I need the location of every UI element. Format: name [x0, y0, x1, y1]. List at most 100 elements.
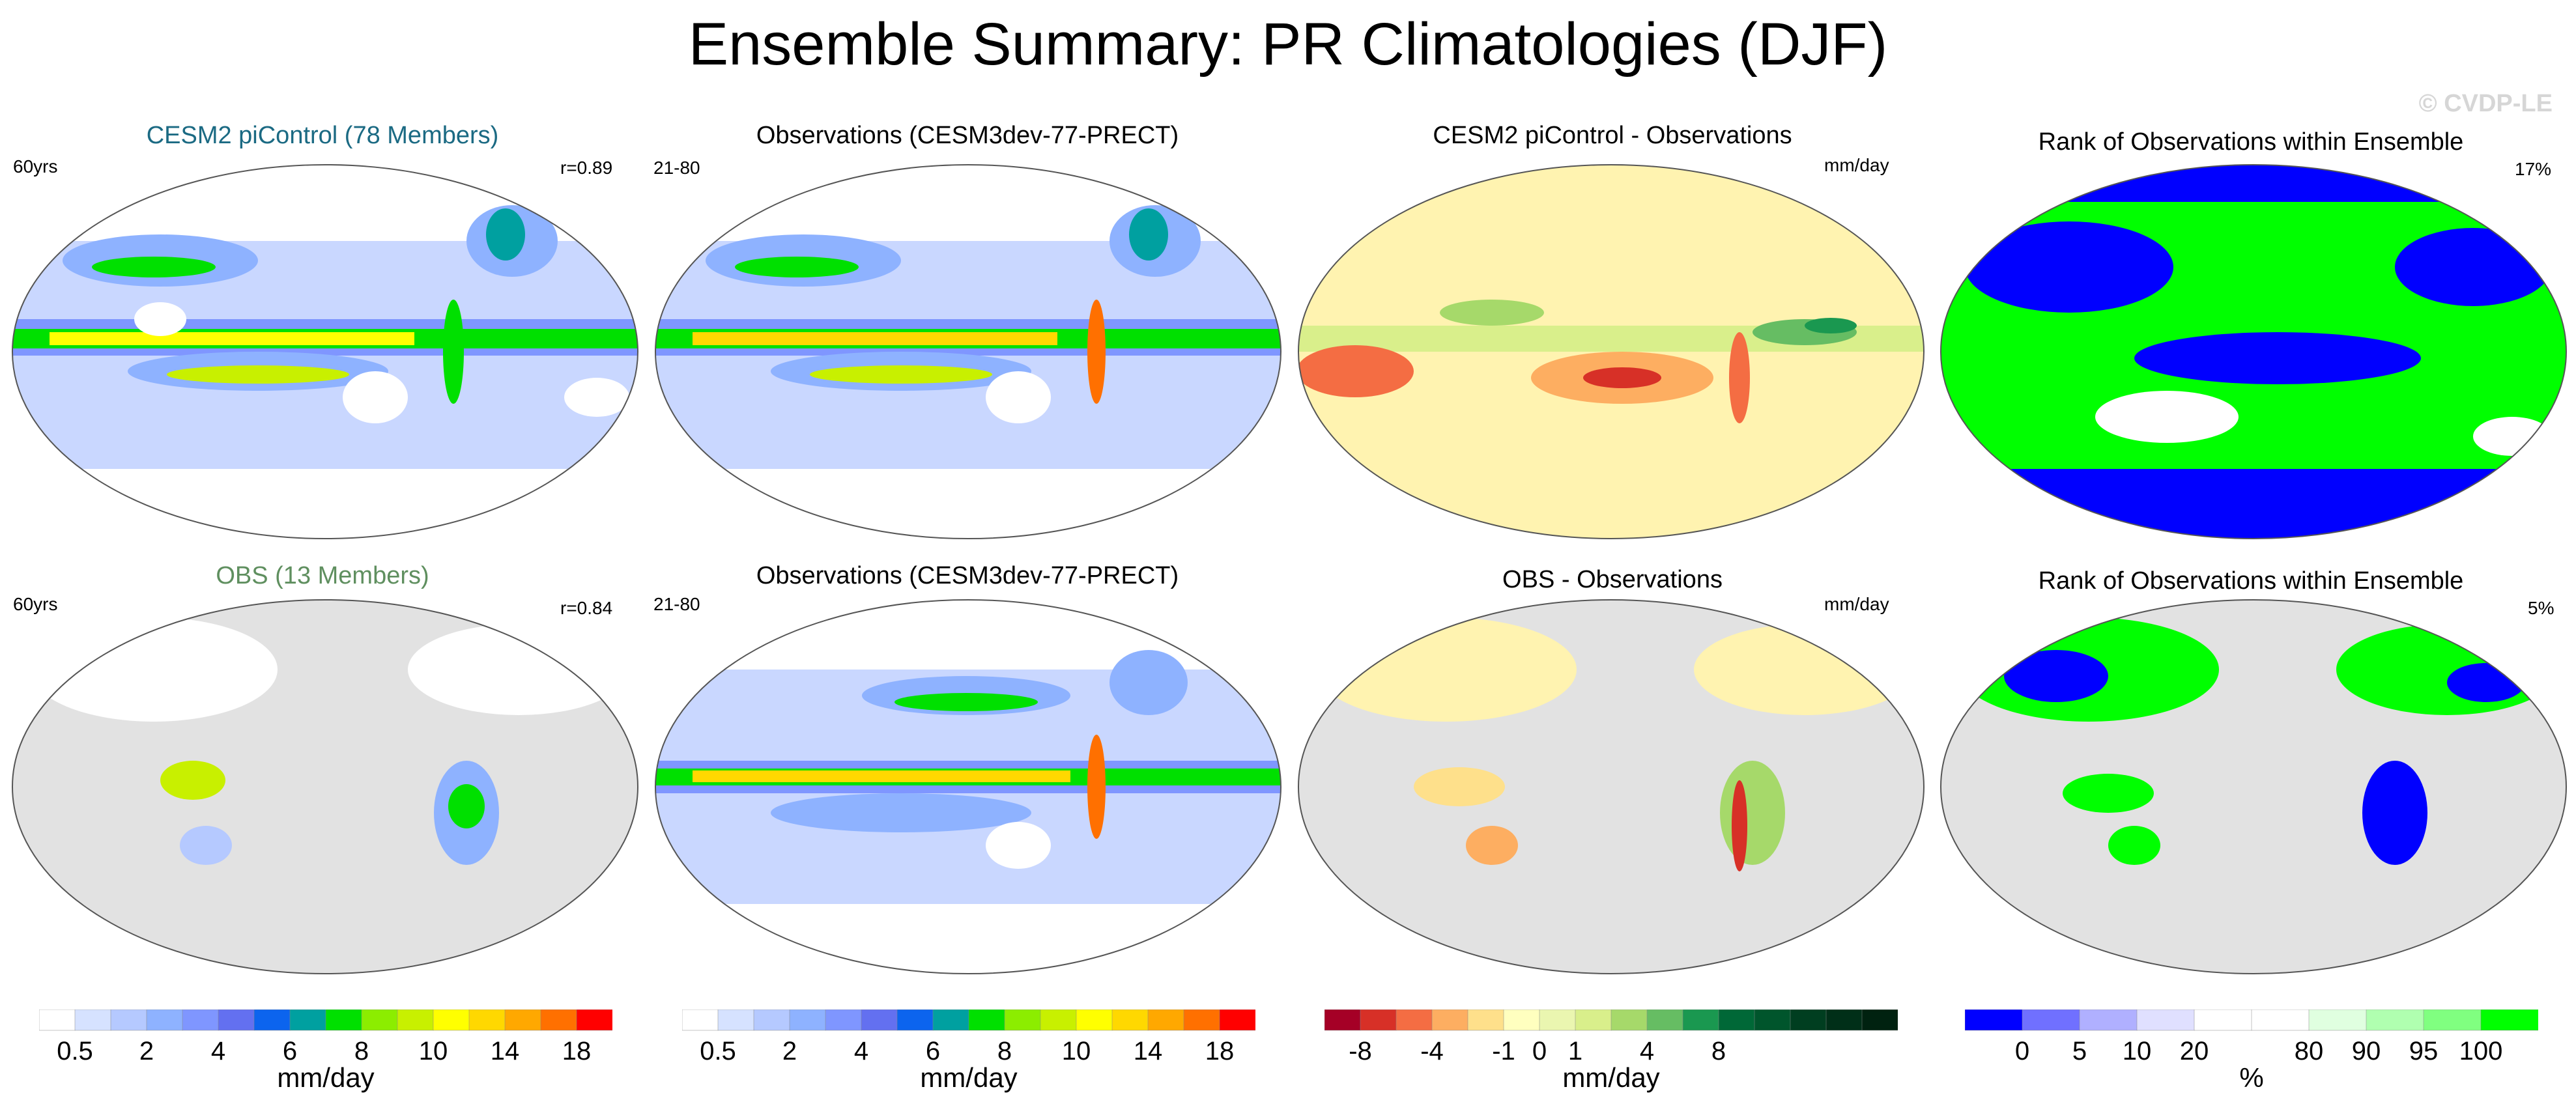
precip-colorbar-1-tick-label: 2 [139, 1037, 154, 1066]
panel-title-r1c2: Observations (CESM3dev-77-PRECT) [756, 122, 1179, 149]
rank-colorbar-swatch [2366, 1009, 2424, 1031]
map-r1c4 [1940, 164, 2567, 539]
panel-label-right-r1c1: r=0.89 [560, 158, 613, 178]
difference-colorbar-tick-label: -4 [1420, 1037, 1444, 1066]
precip-colorbar-2-swatch [861, 1009, 898, 1031]
precip-colorbar-2-tick-label: 6 [925, 1037, 941, 1066]
rank-colorbar-tick-label: 80 [2294, 1037, 2324, 1066]
panel-title-r2c1: OBS (13 Members) [216, 562, 429, 589]
colorbar-unit-4: % [2239, 1062, 2264, 1093]
difference-colorbar-swatch [1610, 1009, 1648, 1031]
difference-colorbar-tick-label: -1 [1492, 1037, 1515, 1066]
precip-colorbar-2-swatch [896, 1009, 934, 1031]
rank-colorbar-swatch [2308, 1009, 2367, 1031]
precip-colorbar-2-tick-label: 2 [782, 1037, 797, 1066]
rank-colorbar-swatch [2480, 1009, 2538, 1031]
precip-colorbar-2-swatch [932, 1009, 969, 1031]
rank-colorbar-swatch [2251, 1009, 2310, 1031]
difference-colorbar-tick-label: 4 [1639, 1037, 1655, 1066]
precip-colorbar-2-swatch [825, 1009, 862, 1031]
map-r2c4 [1940, 599, 2567, 974]
panel-label-left-r2c1: 60yrs [13, 594, 58, 614]
precip-colorbar-1-swatch [540, 1009, 577, 1031]
panel-label-right-r2c1: r=0.84 [560, 598, 613, 618]
panel-title-r2c2: Observations (CESM3dev-77-PRECT) [756, 562, 1179, 589]
panel-label-right-r1c4: 17% [2515, 159, 2552, 179]
precip-colorbar-2-swatch [753, 1009, 790, 1031]
colorbar-unit-2: mm/day [920, 1062, 1018, 1093]
precip-colorbar-2-swatch [789, 1009, 826, 1031]
figure-title: Ensemble Summary: PR Climatologies (DJF) [688, 11, 1888, 78]
colorbar-4 [1965, 1009, 2538, 1031]
precip-colorbar-1-swatch [146, 1009, 183, 1031]
rank-colorbar-swatch [2423, 1009, 2482, 1031]
precip-colorbar-2-tick-label: 14 [1133, 1037, 1163, 1066]
colorbar-labels: 0.5 2 4 6 8 10 14 18 0.5 2 4 6 8 10 14 18 -8 -4 -1 0 1 4 8 0 5 10… [0, 1037, 2576, 1069]
rank-colorbar-tick-label: 5 [2072, 1037, 2087, 1066]
precip-colorbar-2-swatch [682, 1009, 719, 1031]
difference-colorbar-swatch [1431, 1009, 1468, 1031]
rank-colorbar-swatch [2136, 1009, 2195, 1031]
map-r2c3 [1298, 599, 1925, 974]
panel-label-left-r1c2: 21-80 [653, 158, 700, 178]
panel-title-r2c3: OBS - Observations [1502, 566, 1723, 593]
precip-colorbar-1-swatch [74, 1009, 111, 1031]
rank-colorbar-swatch [2194, 1009, 2252, 1031]
difference-colorbar-swatch [1539, 1009, 1576, 1031]
precip-colorbar-2-swatch [1076, 1009, 1113, 1031]
panel-label-right-r2c4: 5% [2528, 598, 2555, 618]
colorbar-2 [682, 1009, 1255, 1031]
difference-colorbar-swatch [1754, 1009, 1791, 1031]
difference-colorbar-swatch [1503, 1009, 1540, 1031]
precip-colorbar-1-swatch [468, 1009, 506, 1031]
precip-colorbar-2-tick-label: 0.5 [700, 1037, 736, 1066]
map-r2c1 [12, 599, 638, 974]
precip-colorbar-1-swatch [253, 1009, 291, 1031]
precip-colorbar-2-tick-label: 8 [997, 1037, 1012, 1066]
precip-colorbar-1-swatch [433, 1009, 470, 1031]
map-r1c2 [655, 164, 1281, 539]
precip-colorbar-1-swatch [182, 1009, 219, 1031]
precip-colorbar-1-tick-label: 6 [282, 1037, 298, 1066]
precip-colorbar-1-tick-label: 18 [562, 1037, 592, 1066]
panel-title-r1c3: CESM2 piControl - Observations [1433, 122, 1792, 149]
map-r1c3 [1298, 164, 1925, 539]
precip-colorbar-1-swatch [218, 1009, 255, 1031]
rank-colorbar-tick-label: 20 [2179, 1037, 2209, 1066]
difference-colorbar-tick-label: 8 [1711, 1037, 1726, 1066]
difference-colorbar-tick-label: 0 [1532, 1037, 1547, 1066]
precip-colorbar-1-tick-label: 0.5 [57, 1037, 93, 1066]
rank-colorbar-tick-label: 90 [2351, 1037, 2381, 1066]
precip-colorbar-1-swatch [325, 1009, 362, 1031]
colorbar-unit-1: mm/day [277, 1062, 375, 1093]
precip-colorbar-1-swatch [361, 1009, 398, 1031]
precip-colorbar-2-tick-label: 10 [1061, 1037, 1091, 1066]
precip-colorbar-1-swatch [110, 1009, 147, 1031]
precip-colorbar-1-tick-label: 14 [490, 1037, 520, 1066]
precip-colorbar-1-swatch [504, 1009, 541, 1031]
precip-colorbar-1-swatch [397, 1009, 434, 1031]
panel-title-r1c1: CESM2 piControl (78 Members) [146, 122, 499, 149]
colorbar-3 [1324, 1009, 1898, 1031]
precip-colorbar-2-swatch [1219, 1009, 1255, 1031]
colorbar-unit-3: mm/day [1562, 1062, 1660, 1093]
panel-label-right-r1c3: mm/day [1824, 155, 1889, 175]
precip-colorbar-2-swatch [1111, 1009, 1149, 1031]
precip-colorbar-1-swatch [576, 1009, 612, 1031]
map-r2c2 [655, 599, 1281, 974]
difference-colorbar-swatch [1360, 1009, 1397, 1031]
difference-colorbar-swatch [1467, 1009, 1504, 1031]
precip-colorbar-1-tick-label: 8 [354, 1037, 369, 1066]
rank-colorbar-tick-label: 10 [2122, 1037, 2152, 1066]
difference-colorbar-tick-label: -8 [1349, 1037, 1372, 1066]
precip-colorbar-1-swatch [39, 1009, 76, 1031]
difference-colorbar-swatch [1718, 1009, 1755, 1031]
panel-title-r2c4: Rank of Observations within Ensemble [2038, 567, 2464, 595]
precip-colorbar-1-tick-label: 10 [418, 1037, 448, 1066]
precip-colorbar-1-swatch [289, 1009, 326, 1031]
rank-colorbar-tick-label: 100 [2459, 1037, 2503, 1066]
map-r1c1 [12, 164, 638, 539]
colorbar-1 [39, 1009, 612, 1031]
difference-colorbar-swatch [1575, 1009, 1612, 1031]
panel-label-right-r2c3: mm/day [1824, 594, 1889, 614]
